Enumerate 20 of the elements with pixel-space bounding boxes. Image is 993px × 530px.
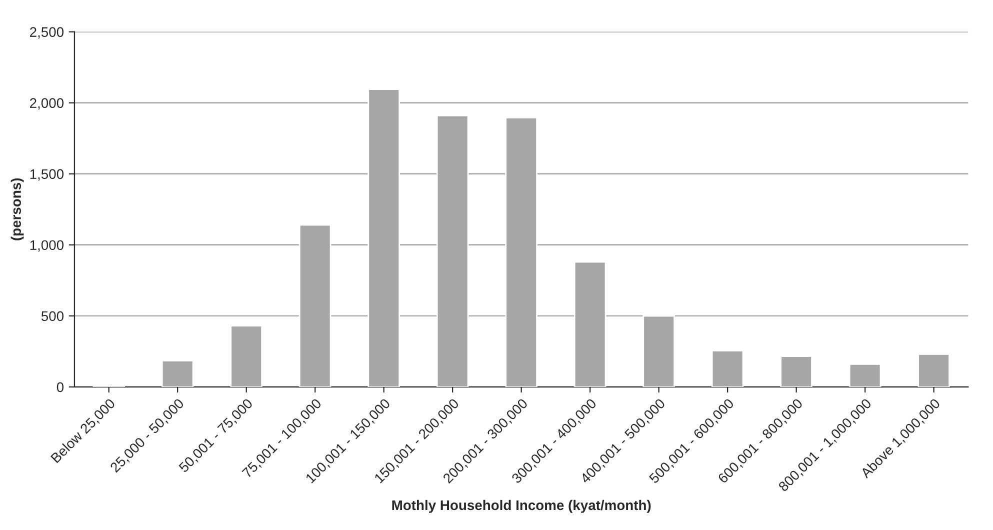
y-axis-title: (persons) bbox=[10, 178, 24, 240]
bar bbox=[642, 315, 675, 387]
bar bbox=[436, 114, 469, 387]
bar bbox=[918, 354, 950, 387]
bar bbox=[298, 224, 332, 387]
y-tick-label: 2,500 bbox=[30, 27, 64, 39]
bar bbox=[711, 350, 744, 387]
bar bbox=[505, 117, 538, 387]
y-tick-label: 0 bbox=[56, 382, 64, 392]
bar bbox=[230, 325, 263, 387]
bar bbox=[161, 360, 194, 387]
y-tick-label: 1,500 bbox=[30, 169, 64, 181]
bar bbox=[848, 363, 882, 387]
y-tick-label: 500 bbox=[41, 311, 64, 322]
bar bbox=[574, 261, 606, 387]
bar bbox=[368, 88, 400, 387]
y-tick-label: 2,000 bbox=[30, 98, 64, 110]
x-axis-title: Mothly Household Income (kyat/month) bbox=[392, 500, 651, 513]
y-tick-label: 1,000 bbox=[30, 240, 64, 252]
bar bbox=[780, 356, 812, 387]
